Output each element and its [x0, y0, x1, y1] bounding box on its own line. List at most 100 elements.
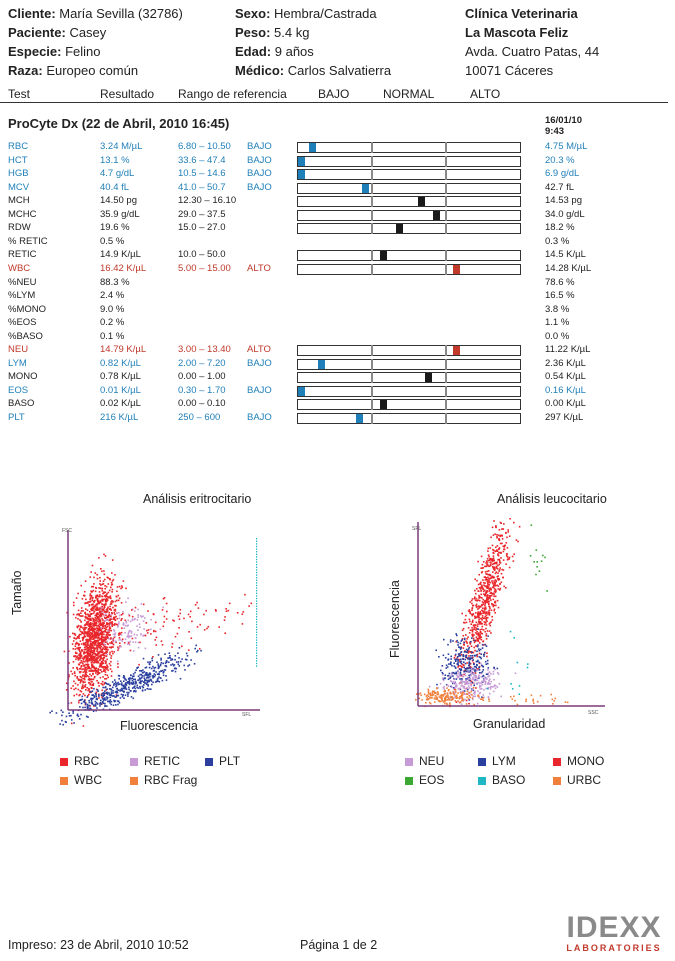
rbc-dot [90, 635, 93, 638]
rbc-dot [89, 629, 91, 631]
rbc-dot [85, 702, 87, 704]
neu-dot [482, 579, 484, 581]
neu-dot [492, 576, 494, 579]
mono-dot [456, 684, 458, 687]
neu-dot [488, 587, 490, 590]
test-flag: ALTO [247, 344, 271, 356]
rbc-dot [163, 615, 166, 618]
rbc-dot [100, 568, 102, 570]
mono-dot [488, 692, 491, 695]
range-divider [445, 209, 447, 221]
rbc-dot [78, 628, 81, 631]
rbc-dot [88, 659, 90, 661]
neu-dot [487, 580, 490, 582]
plt-dot [148, 688, 150, 690]
rbc-dot [106, 674, 109, 677]
lym-dot [463, 651, 466, 653]
rbc-dot [174, 635, 177, 638]
plt-dot [122, 694, 124, 696]
rbc-dot [115, 599, 118, 602]
neu-dot [489, 592, 492, 594]
rbc-dot [109, 651, 111, 654]
rbc-dot [96, 656, 98, 659]
rbc-dot [99, 633, 101, 635]
rbc-dot [171, 642, 174, 645]
rbc-dot [102, 654, 105, 656]
mono-dot [460, 679, 462, 682]
retic-dot [112, 633, 115, 636]
rbc-dot [89, 656, 92, 658]
neu-dot [463, 664, 465, 667]
neu-dot [492, 605, 495, 608]
mono-dot [477, 676, 480, 678]
retic-dot [114, 632, 117, 634]
rbc-dot [88, 630, 91, 633]
rbc-dot [86, 646, 88, 648]
neu-dot [493, 559, 495, 561]
lym-dot [471, 681, 473, 684]
lym-dot [465, 678, 467, 680]
plt-dot [169, 657, 171, 659]
rbc-dot [113, 616, 115, 619]
rbc-dot [92, 651, 94, 654]
mono-dot [466, 676, 469, 679]
eos-dot [546, 590, 548, 592]
rbc-dot [91, 654, 93, 657]
retic-dot [137, 641, 140, 644]
result-marker [424, 373, 432, 383]
rbc-dot [105, 689, 108, 691]
neu-dot [505, 531, 507, 534]
range-divider [445, 169, 447, 181]
urbc-dot [550, 693, 552, 696]
neu-dot [475, 603, 478, 606]
lym-dot [466, 649, 469, 652]
neu-dot [486, 652, 488, 654]
neu-dot [470, 680, 473, 683]
neu-dot [503, 548, 506, 551]
mono-dot [473, 678, 475, 681]
urbc-dot [426, 697, 429, 699]
mono-dot [459, 675, 461, 677]
neu-dot [491, 526, 494, 529]
baso-dot [256, 582, 258, 584]
mono-dot [459, 691, 462, 693]
plt-dot [116, 691, 118, 693]
rbc-dot [103, 654, 106, 657]
rbc-dot [109, 626, 111, 628]
baso-dot [256, 558, 258, 561]
plt-dot [130, 677, 132, 680]
rbc-dot [166, 610, 168, 613]
neu-dot [490, 599, 492, 601]
lym-dot [471, 654, 474, 657]
rbc-dot [95, 609, 98, 611]
rbc-dot [88, 653, 90, 656]
lym-dot [481, 665, 484, 667]
rbc-dot [110, 586, 112, 589]
rbc-dot [103, 603, 105, 606]
plt-dot [72, 712, 74, 714]
rbc-dot [77, 618, 79, 620]
retic-dot [122, 623, 125, 625]
lym-dot [448, 672, 451, 675]
plt-dot [109, 684, 111, 687]
neu-dot [496, 536, 498, 539]
plt-dot [175, 667, 177, 670]
rbc-dot [241, 613, 244, 615]
rbc-dot [90, 619, 92, 621]
plt-dot [96, 707, 98, 709]
neu-dot [501, 528, 503, 530]
plt-dot [197, 649, 199, 652]
rbc-dot [162, 597, 165, 600]
rbc-dot [99, 620, 102, 623]
rbc-dot [94, 660, 97, 663]
clinic-info: Clínica Veterinaria La Mascota Feliz Avd… [465, 4, 599, 80]
rbc-dot [99, 614, 101, 617]
rbc-dot [82, 675, 84, 677]
plt-dot [112, 704, 115, 706]
plt-dot [173, 664, 176, 666]
plt-dot [114, 700, 117, 702]
urbc-dot [458, 697, 461, 700]
neu-dot [480, 590, 482, 592]
range-divider [371, 142, 373, 153]
lym-dot [449, 676, 452, 678]
